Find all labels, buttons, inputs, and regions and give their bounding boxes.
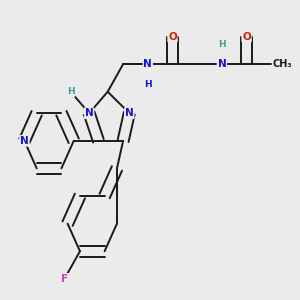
Text: O: O — [168, 32, 177, 41]
Text: CH₃: CH₃ — [273, 59, 292, 69]
Text: N: N — [85, 108, 94, 118]
Text: O: O — [242, 32, 251, 41]
Text: N: N — [143, 59, 152, 69]
Text: H: H — [67, 87, 74, 96]
Text: F: F — [61, 274, 68, 284]
Text: N: N — [125, 108, 134, 118]
Text: N: N — [20, 136, 29, 146]
Text: N: N — [218, 59, 226, 69]
Text: H: H — [144, 80, 152, 88]
Text: H: H — [218, 40, 226, 49]
